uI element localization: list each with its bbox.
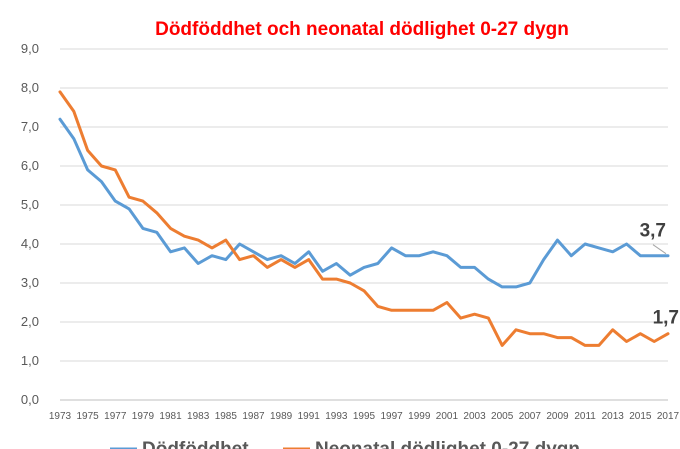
legend: Dödföddhet Neonatal dödlighet 0-27 dygn xyxy=(110,439,580,449)
x-axis-tick-labels: 1973 1975 1977 1979 1981 1983 1985 1987 1989 1991… xyxy=(49,411,680,422)
end-label-leader xyxy=(652,244,667,255)
x-tick-label: 1985 xyxy=(215,411,238,422)
x-tick-label: 2009 xyxy=(546,411,569,422)
x-tick-label: 2017 xyxy=(657,411,680,422)
y-tick-label: 3,0 xyxy=(21,275,39,290)
y-tick-label: 5,0 xyxy=(21,197,39,212)
x-tick-label: 1989 xyxy=(270,411,293,422)
x-tick-label: 1997 xyxy=(381,411,404,422)
gridlines xyxy=(60,48,668,401)
y-tick-label: 7,0 xyxy=(21,119,39,134)
x-tick-label: 2015 xyxy=(629,411,652,422)
y-tick-label: 1,0 xyxy=(21,353,39,368)
x-tick-label: 1983 xyxy=(187,411,210,422)
x-tick-label: 1975 xyxy=(77,411,100,422)
legend-label-1: Dödföddhet xyxy=(142,439,249,449)
x-tick-label: 2007 xyxy=(519,411,542,422)
x-tick-label: 1991 xyxy=(298,411,321,422)
x-tick-label: 1981 xyxy=(159,411,182,422)
end-label-2: 1,7 xyxy=(653,308,679,329)
y-tick-label: 9,0 xyxy=(21,41,39,56)
x-tick-label: 1995 xyxy=(353,411,376,422)
series-line-2 xyxy=(58,90,670,347)
x-tick-label: 1999 xyxy=(408,411,431,422)
y-tick-label: 6,0 xyxy=(21,158,39,173)
y-tick-label: 8,0 xyxy=(21,80,39,95)
x-tick-label: 2001 xyxy=(436,411,459,422)
x-tick-label: 2013 xyxy=(602,411,625,422)
series-lines xyxy=(58,90,670,347)
y-tick-label: 0,0 xyxy=(21,392,39,407)
x-tick-label: 1979 xyxy=(132,411,155,422)
series-line-1 xyxy=(58,117,670,289)
y-tick-label: 2,0 xyxy=(21,314,39,329)
x-tick-label: 1977 xyxy=(104,411,127,422)
end-label-1: 3,7 xyxy=(640,221,666,242)
chart-title: Dödföddhet och neonatal dödlighet 0-27 d… xyxy=(155,19,569,40)
end-labels: 3,7 1,7 xyxy=(640,221,679,329)
x-tick-label: 1993 xyxy=(325,411,348,422)
x-tick-label: 1987 xyxy=(242,411,265,422)
y-tick-label: 4,0 xyxy=(21,236,39,251)
x-tick-label: 1973 xyxy=(49,411,72,422)
x-tick-label: 2011 xyxy=(574,411,596,422)
x-tick-label: 2005 xyxy=(491,411,514,422)
legend-label-2: Neonatal dödlighet 0-27 dygn xyxy=(315,439,580,449)
y-axis-tick-labels: 0,0 1,0 2,0 3,0 4,0 5,0 6,0 7,0 8,0 9,0 xyxy=(21,41,39,407)
x-tick-label: 2003 xyxy=(463,411,486,422)
